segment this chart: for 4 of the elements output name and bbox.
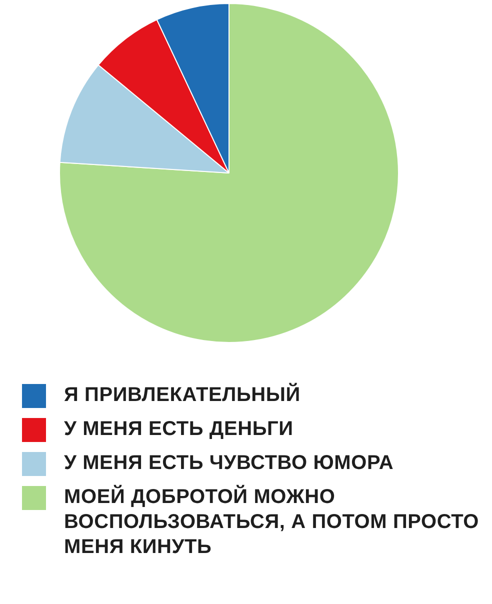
legend-label: У МЕНЯ ЕСТЬ ЧУВСТВО ЮМОРА	[64, 451, 394, 476]
legend-label: МОЕЙ ДОБРОТОЙ МОЖНО ВОСПОЛЬЗОВАТЬСЯ, А ПОТОМ ПРОСТО МЕНЯ КИНУТЬ	[64, 485, 480, 560]
legend-label: Я ПРИВЛЕКАТЕЛЬНЫЙ	[64, 383, 300, 408]
legend-label: У МЕНЯ ЕСТЬ ДЕНЬГИ	[64, 417, 294, 442]
